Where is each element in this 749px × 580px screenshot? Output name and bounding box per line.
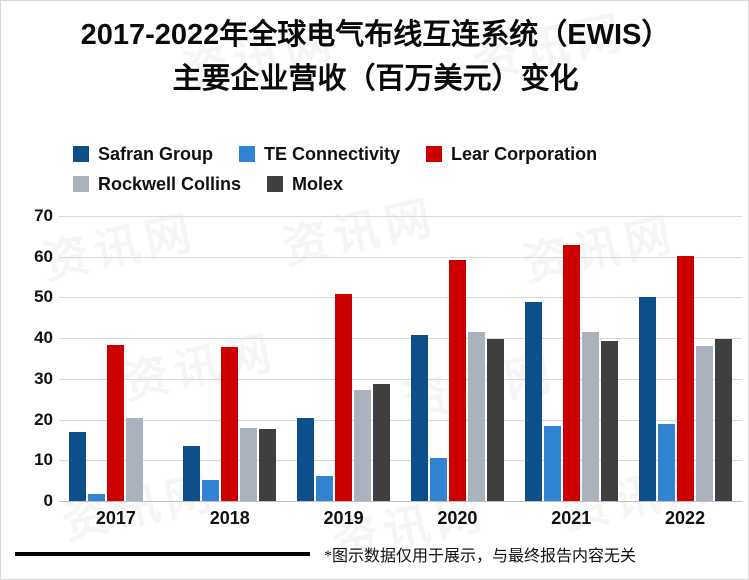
- legend-item[interactable]: Safran Group: [73, 139, 213, 169]
- bar[interactable]: [69, 431, 87, 501]
- bar[interactable]: [581, 331, 599, 501]
- bar[interactable]: [467, 331, 485, 501]
- legend-swatch-icon: [73, 176, 89, 192]
- bar-group: [287, 216, 401, 501]
- bar[interactable]: [695, 346, 713, 501]
- bar[interactable]: [259, 428, 277, 501]
- gridline: [59, 419, 742, 421]
- bar[interactable]: [486, 338, 504, 501]
- chart-legend: Safran Group TE Connectivity Lear Corporat…: [73, 139, 733, 199]
- footnote-text: *图示数据仅用于展示，与最终报告内容无关: [324, 548, 637, 565]
- bar-group: [59, 216, 173, 501]
- x-axis-tick-label: 2017: [95, 508, 136, 528]
- legend-item[interactable]: Lear Corporation: [426, 139, 597, 169]
- x-axis-tick-label: 2018: [209, 508, 250, 528]
- chart-footer: *图示数据仅用于展示，与最终报告内容无关: [1, 539, 748, 569]
- legend-item[interactable]: Molex: [267, 169, 343, 199]
- bar-groups: [59, 216, 742, 501]
- x-axis-tick-label: 2022: [665, 508, 706, 528]
- x-axis-tick-label: 2021: [551, 508, 592, 528]
- legend-item[interactable]: Rockwell Collins: [73, 169, 241, 199]
- bar[interactable]: [202, 479, 220, 501]
- bar[interactable]: [354, 389, 372, 501]
- bar[interactable]: [373, 384, 391, 501]
- bar-group: [628, 216, 742, 501]
- plot-wrapper: 70 60 50 40 30 20 10 0 2017 2018 2019 2020 2021 2022: [1, 206, 748, 528]
- gridline: [59, 378, 742, 380]
- bar[interactable]: [316, 475, 334, 501]
- y-axis-tick-label: 50: [34, 287, 53, 307]
- chart-title-line-1: 2017-2022年全球电气布线互连系统（EWIS）: [80, 19, 671, 51]
- bar[interactable]: [240, 427, 258, 501]
- legend-label: Molex: [292, 173, 344, 194]
- bar-group: [400, 216, 514, 501]
- bar[interactable]: [657, 423, 675, 501]
- gridline: [59, 297, 742, 299]
- bar[interactable]: [126, 417, 144, 501]
- legend-swatch-icon: [73, 146, 89, 162]
- y-axis: 70 60 50 40 30 20 10 0: [1, 206, 53, 510]
- bar[interactable]: [714, 338, 732, 501]
- bar[interactable]: [524, 301, 542, 501]
- x-axis: 2017 2018 2019 2020 2021 2022: [59, 508, 742, 529]
- bar[interactable]: [676, 256, 694, 501]
- y-axis-tick-label: 30: [34, 368, 53, 388]
- bar[interactable]: [335, 294, 353, 501]
- gridline: [59, 338, 742, 340]
- bar[interactable]: [562, 245, 580, 501]
- x-axis-tick-label: 2019: [323, 508, 364, 528]
- y-axis-tick-label: 40: [34, 328, 53, 348]
- bar[interactable]: [429, 458, 447, 501]
- x-axis-tick-label: 2020: [437, 508, 478, 528]
- y-axis-tick-label: 0: [43, 491, 53, 510]
- plot-area: [59, 216, 742, 502]
- legend-item[interactable]: TE Connectivity: [239, 139, 400, 169]
- bar-group: [173, 216, 287, 501]
- y-axis-tick-label: 20: [34, 409, 53, 429]
- gridline: [59, 501, 742, 502]
- legend-swatch-icon: [426, 146, 443, 162]
- legend-swatch-icon: [239, 146, 256, 162]
- bar[interactable]: [410, 335, 428, 501]
- bar[interactable]: [448, 260, 466, 501]
- chart-title-line-2: 主要企业营收（百万美元）变化: [172, 63, 579, 95]
- bar[interactable]: [600, 341, 618, 501]
- bar-group: [514, 216, 628, 501]
- bar[interactable]: [88, 494, 106, 501]
- bar[interactable]: [543, 425, 561, 501]
- y-axis-tick-label: 70: [34, 206, 53, 225]
- legend-label: Lear Corporation: [451, 143, 598, 164]
- legend-label: Rockwell Collins: [98, 173, 242, 194]
- footer-divider: [15, 552, 310, 556]
- gridline: [59, 216, 742, 217]
- bar[interactable]: [297, 417, 315, 501]
- gridline: [59, 256, 742, 258]
- legend-label: Safran Group: [98, 143, 214, 164]
- bar[interactable]: [221, 347, 239, 501]
- chart-title: 2017-2022年全球电气布线互连系统（EWIS） 主要企业营收（百万美元）变…: [1, 13, 748, 101]
- y-axis-tick-label: 10: [34, 450, 53, 470]
- bar[interactable]: [107, 345, 125, 501]
- legend-swatch-icon: [267, 176, 284, 192]
- bar[interactable]: [638, 297, 656, 501]
- y-axis-tick-label: 60: [34, 246, 53, 266]
- bar[interactable]: [183, 446, 201, 501]
- gridline: [59, 460, 742, 462]
- legend-label: TE Connectivity: [264, 143, 401, 164]
